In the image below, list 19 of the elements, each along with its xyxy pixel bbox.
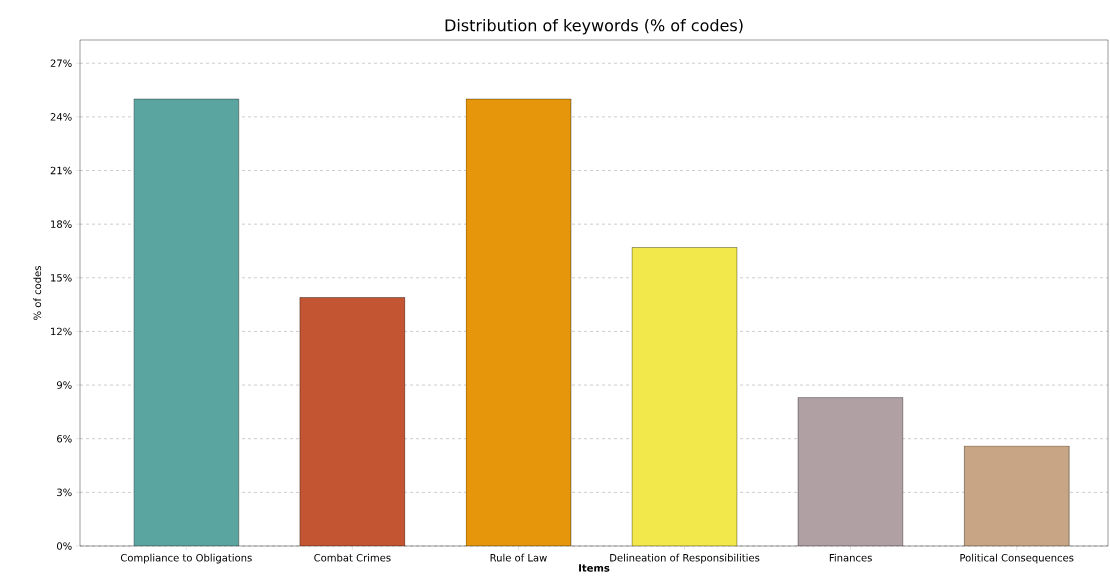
x-tick-label: Compliance to Obligations	[120, 553, 252, 564]
y-tick-label: 6%	[57, 434, 72, 443]
y-tick-label: 27%	[50, 59, 72, 68]
x-tick-label: Political Consequences	[960, 553, 1074, 564]
y-tick-label: 24%	[50, 113, 72, 121]
y-tick-label: 0%	[57, 542, 72, 550]
x-tick-label: Rule of Law	[490, 553, 547, 562]
y-axis-title: % of codes	[33, 266, 42, 320]
chart-title: Distribution of keywords (% of codes)	[445, 18, 743, 35]
y-tick-label: 18%	[51, 220, 72, 228]
x-tick-label: Finances	[829, 553, 872, 562]
y-tick-label: 15%	[51, 273, 72, 282]
y-tick-label: 21%	[50, 166, 72, 175]
x-axis-title: Items	[579, 564, 610, 572]
x-tick-label: Delineation of Responsibilities	[610, 553, 760, 564]
y-tick-label: 12%	[51, 327, 72, 336]
y-tick-label: 3%	[57, 488, 72, 497]
x-tick-label: Combat Crimes	[314, 553, 391, 562]
y-tick-label: 9%	[56, 381, 72, 389]
